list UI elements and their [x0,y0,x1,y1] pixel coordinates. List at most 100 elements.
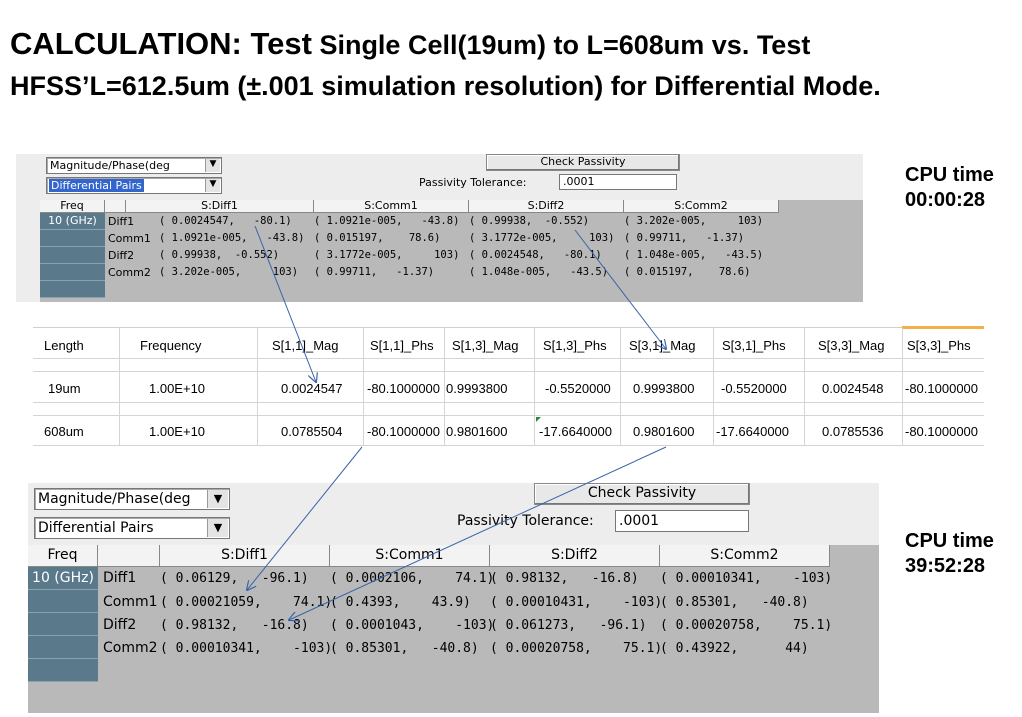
sheet-cell[interactable]: -80.1000000 [905,424,979,439]
table-cell[interactable]: ( 0.06129, -96.1) [160,571,309,586]
grid-header-diff1[interactable]: S:Diff1 [160,545,330,567]
grid-header-diff2[interactable]: S:Diff2 [490,545,660,567]
sheet-cell[interactable]: -17.6640000 [539,424,613,439]
table-cell[interactable]: ( 0.00010431, -103) [490,595,663,610]
check-passivity-button[interactable]: Check Passivity [534,483,750,505]
table-cell[interactable]: ( 1.0921e-005, -43.8) [314,215,460,227]
grid-header-diff1[interactable]: S:Diff1 [126,200,314,213]
table-cell[interactable]: ( 0.0024547, -80.1) [159,215,292,227]
sheet-cell[interactable]: 0.0785504 [281,424,343,439]
chevron-down-icon[interactable]: ▼ [205,179,220,192]
grid-header-freq[interactable]: Freq [28,545,98,567]
table-cell[interactable]: ( 0.015197, 78.6) [314,232,441,244]
grid-row-freq[interactable]: 10 (GHz) [40,213,105,230]
chevron-down-icon[interactable]: ▼ [207,490,228,508]
sheet-cell[interactable]: -17.6640000 [716,424,790,439]
sheet-cell[interactable]: 0.9801600 [633,424,695,439]
grid-row-header[interactable] [40,264,105,281]
grid-row-header[interactable] [28,590,98,613]
port-mode-dropdown[interactable]: Differential Pairs ▼ [46,177,222,194]
table-cell[interactable]: ( 0.99938, -0.552) [469,215,590,227]
table-cell[interactable]: ( 0.99711, -1.37) [314,266,435,278]
row-label-comm1: Comm1 [103,594,158,610]
sheet-cell[interactable]: 0.9993800 [633,381,695,396]
table-cell[interactable]: ( 0.4393, 43.9) [330,595,471,610]
sheet-header-s11-phs[interactable]: S[1,1]_Phs [370,338,434,353]
sheet-header-s13-phs[interactable]: S[1,3]_Phs [543,338,607,353]
table-cell[interactable]: ( 0.00010341, -103) [160,641,333,656]
sheet-cell[interactable]: -0.5520000 [721,381,787,396]
top-sparam-grid: Freq S:Diff1 S:Comm1 S:Diff2 S:Comm2 10 … [40,200,863,302]
table-cell[interactable]: ( 3.1772e-005, 103) [469,232,615,244]
sheet-cell[interactable]: 0.0785536 [822,424,884,439]
selected-column-indicator [902,326,984,329]
table-cell[interactable]: ( 0.85301, -40.8) [330,641,479,656]
grid-header-comm1[interactable]: S:Comm1 [314,200,469,213]
table-cell[interactable]: ( 1.048e-005, -43.5) [469,266,609,278]
table-cell[interactable]: ( 0.43922, 44) [660,641,809,656]
grid-header-comm2[interactable]: S:Comm2 [624,200,779,213]
grid-header-diff2[interactable]: S:Diff2 [469,200,624,213]
table-cell[interactable]: ( 3.202e-005, 103) [159,266,299,278]
sheet-cell[interactable]: -80.1000000 [367,424,441,439]
display-mode-dropdown[interactable]: Magnitude/Phase(deg ▼ [46,157,222,174]
sheet-cell[interactable]: -80.1000000 [367,381,441,396]
grid-header-comm1[interactable]: S:Comm1 [330,545,490,567]
chevron-down-icon[interactable]: ▼ [205,159,220,172]
grid-row-header[interactable] [40,247,105,264]
sheet-cell[interactable]: -0.5520000 [545,381,611,396]
table-cell[interactable]: ( 0.00020758, 75.1) [660,618,833,633]
grid-row-header[interactable] [28,636,98,659]
passivity-tolerance-input[interactable]: .0001 [615,510,749,532]
grid-row-header[interactable] [28,613,98,636]
sheet-cell-length[interactable]: 19um [48,381,81,396]
sheet-header-s13-mag[interactable]: S[1,3]_Mag [452,338,519,353]
table-cell[interactable]: ( 0.00020758, 75.1) [490,641,663,656]
table-cell[interactable]: ( 0.00010341, -103) [660,571,833,586]
grid-header-freq[interactable]: Freq [40,200,105,213]
table-cell[interactable]: ( 1.048e-005, -43.5) [624,249,764,261]
top-sparam-panel: Magnitude/Phase(deg ▼ Differential Pairs… [16,154,863,302]
passivity-tolerance-input[interactable]: .0001 [559,174,677,190]
grid-row-freq[interactable]: 10 (GHz) [28,567,98,590]
sheet-header-frequency[interactable]: Frequency [140,338,202,353]
grid-header-comm2[interactable]: S:Comm2 [660,545,830,567]
sheet-header-s11-mag[interactable]: S[1,1]_Mag [272,338,339,353]
table-cell[interactable]: ( 0.98132, -16.8) [160,618,309,633]
display-mode-dropdown[interactable]: Magnitude/Phase(deg ▼ [34,488,230,510]
table-cell[interactable]: ( 3.1772e-005, 103) [314,249,460,261]
sheet-header-length[interactable]: Length [44,338,84,353]
sheet-cell[interactable]: 1.00E+10 [149,381,206,396]
sheet-header-s31-phs[interactable]: S[3,1]_Phs [722,338,786,353]
sheet-header-s33-phs[interactable]: S[3,3]_Phs [907,338,971,353]
table-cell[interactable]: ( 0.0002106, 74.1) [330,571,495,586]
sheet-header-s33-mag[interactable]: S[3,3]_Mag [818,338,885,353]
grid-header-blank [98,545,160,567]
grid-row-header[interactable] [40,230,105,247]
sheet-cell[interactable]: 1.00E+10 [149,424,206,439]
table-cell[interactable]: ( 0.99711, -1.37) [624,232,745,244]
table-cell[interactable]: ( 3.202e-005, 103) [624,215,764,227]
table-cell[interactable]: ( 0.98132, -16.8) [490,571,639,586]
table-cell[interactable]: ( 0.015197, 78.6) [624,266,751,278]
table-cell[interactable]: ( 0.061273, -96.1) [490,618,647,633]
sheet-cell[interactable]: -80.1000000 [905,381,979,396]
row-label-diff1: Diff1 [103,570,137,586]
sheet-cell[interactable]: 0.0024548 [822,381,884,396]
port-mode-dropdown[interactable]: Differential Pairs ▼ [34,517,230,539]
grid-row-header[interactable] [40,281,105,298]
table-cell[interactable]: ( 0.00021059, 74.1) [160,595,333,610]
chevron-down-icon[interactable]: ▼ [207,519,228,537]
sheet-cell-length[interactable]: 608um [44,424,84,439]
cpu-time-bottom: CPU time 39:52:28 [905,529,994,579]
grid-row-header[interactable] [28,659,98,682]
sheet-cell[interactable]: 0.9993800 [446,381,508,396]
cpu-time-top-value: 00:00:28 [905,189,986,211]
sheet-cell[interactable]: 0.9801600 [446,424,508,439]
sheet-cell[interactable]: 0.0024547 [281,381,343,396]
table-cell[interactable]: ( 0.0001043, -103) [330,618,495,633]
table-cell[interactable]: ( 1.0921e-005, -43.8) [159,232,305,244]
arrow-s31-to-bottom-diff2 [289,446,667,620]
table-cell[interactable]: ( 0.85301, -40.8) [660,595,809,610]
check-passivity-button[interactable]: Check Passivity [486,154,680,171]
